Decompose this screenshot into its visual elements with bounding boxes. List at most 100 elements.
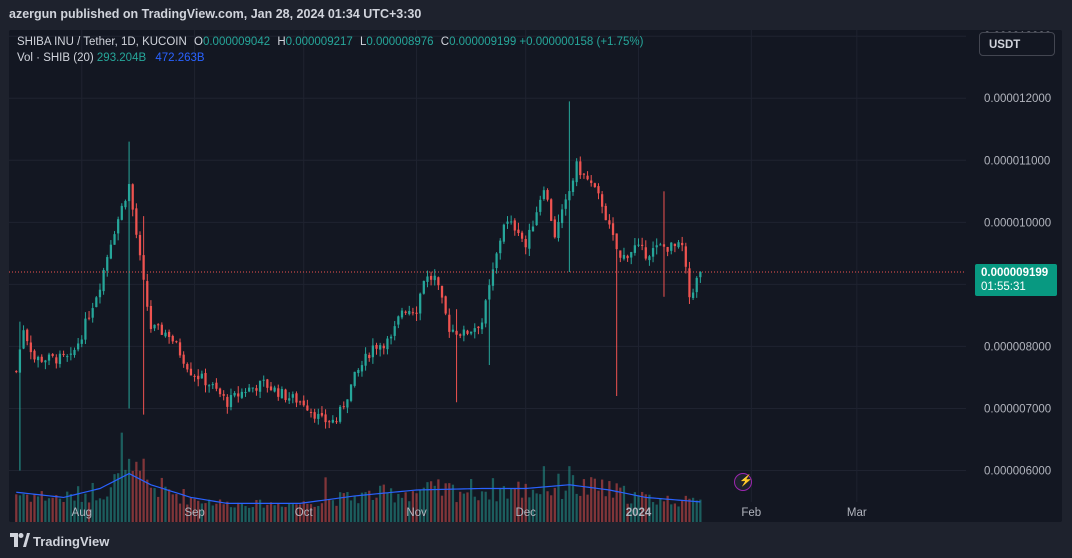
volume-bar [98,498,102,522]
candle-body [127,183,131,202]
volume-bar [608,481,611,522]
volume-title[interactable]: Vol · SHIB (20) [17,52,94,64]
volume-bar [208,499,211,522]
open-label: O [194,36,203,48]
y-tick-label: 0.000008000 [984,341,1051,353]
top-bar: azergun published on TradingView.com, Ja… [0,0,1072,30]
candle-body [444,296,447,314]
candle-body [615,233,618,250]
volume-bar [466,492,469,522]
x-tick-label: Sep [184,507,204,519]
volume-bar [222,504,225,522]
volume-bar [211,505,214,522]
candle-body [557,221,560,238]
volume-bar [273,505,276,522]
bar-countdown: 01:55:31 [981,281,1026,294]
volume-bar [36,496,40,522]
volume-bar [480,491,484,522]
x-tick-label: Oct [295,507,314,519]
volume-bar [691,497,695,522]
candle-body [426,276,429,282]
y-tick-label: 0.000011000 [984,155,1050,167]
candle-body [102,269,105,292]
volume-bar [615,483,618,522]
volume-bar [164,486,167,522]
volume-bar [619,487,622,522]
volume-bar [622,485,626,522]
footer-brand[interactable]: TradingView [33,534,110,549]
candle-body [164,332,167,337]
candle-body [22,330,25,349]
lightning-button[interactable]: ⚡ [734,473,753,491]
candle-body [58,353,62,364]
currency-button[interactable]: USDT [979,32,1055,56]
chart-frame[interactable]: 0.000006000 0.000007000 0.000008000 0.00000… [9,30,1062,522]
volume-bar [546,491,549,522]
candle-body [44,360,47,363]
volume-bar [237,502,240,522]
volume-bar [684,495,687,522]
candle-body [113,234,116,245]
candle-body [40,356,43,362]
volume-bar [80,501,83,522]
volume-bar [248,507,251,522]
close-value: 0.000009199 [449,36,517,48]
candle-body [542,190,546,200]
candle-body [419,293,422,314]
volume-bar [695,500,698,522]
volume-bar [513,488,516,522]
candle-body [550,199,553,221]
volume-bar [277,503,280,522]
candle-body [630,252,633,258]
volume-bar [484,491,487,522]
candle-body [182,354,185,364]
volume-bar [553,487,556,522]
volume-bar [29,501,32,522]
candle-body [546,190,549,200]
candle-body [506,221,509,224]
candle-body [302,400,305,406]
volume-bar [167,489,171,522]
candle-body [298,401,302,403]
volume-bar [386,492,389,522]
volume-bar [349,500,353,522]
candle-body [131,184,134,210]
candle-body [437,277,440,286]
volume-bar [266,504,269,522]
candlestick-chart[interactable]: 0.000006000 0.000007000 0.000008000 0.00000… [9,30,1062,522]
volume-bar [284,507,287,522]
candle-body [364,353,367,366]
volume-bar [360,492,364,522]
candle-body [368,354,371,359]
candle-body [560,209,564,224]
volume-bar [178,503,182,522]
candle-body [91,308,94,318]
volume-bar [339,492,342,522]
candle-body [251,387,254,389]
volume-bar [280,506,284,522]
volume-bar [633,492,636,522]
candle-body [87,317,91,319]
volume-bar [146,479,149,522]
volume-value: 293.204B [96,52,147,64]
candle-body [448,314,451,332]
volume-bar [157,496,160,522]
candle-body [262,379,265,381]
volume-bar [579,495,582,522]
candle-body [681,242,684,246]
volume-bar [448,483,451,522]
candle-body [84,318,87,340]
candle-body [568,191,571,201]
volume-bar [229,507,233,522]
volume-bar [320,503,324,522]
volume-bar [226,501,229,522]
candle-body [18,349,22,373]
y-tick-label: 0.000012000 [984,93,1051,105]
volume-bar [346,491,349,522]
tradingview-logo-icon[interactable] [10,533,30,547]
symbol-title[interactable]: SHIBA INU / Tether, 1D, KUCOIN [17,36,187,48]
volume-bar [568,466,571,522]
volume-bar [459,491,462,522]
volume-bar [600,479,604,522]
volume-bar [473,496,476,522]
